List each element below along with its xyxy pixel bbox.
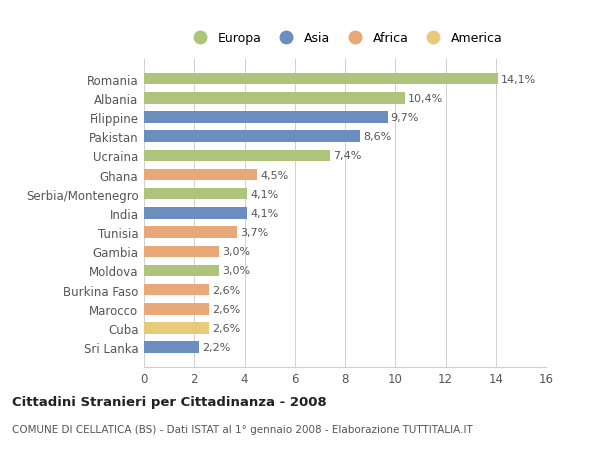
Text: 8,6%: 8,6% bbox=[363, 132, 391, 142]
Bar bbox=[144, 284, 209, 296]
Text: 2,6%: 2,6% bbox=[212, 304, 241, 314]
Text: 14,1%: 14,1% bbox=[501, 74, 536, 84]
Bar bbox=[144, 323, 209, 334]
Bar bbox=[144, 246, 220, 257]
Text: 3,0%: 3,0% bbox=[223, 266, 251, 276]
Bar bbox=[144, 207, 247, 219]
Legend: Europa, Asia, Africa, America: Europa, Asia, Africa, America bbox=[187, 32, 503, 45]
Bar bbox=[144, 169, 257, 181]
Text: Cittadini Stranieri per Cittadinanza - 2008: Cittadini Stranieri per Cittadinanza - 2… bbox=[12, 395, 327, 408]
Bar bbox=[144, 189, 247, 200]
Text: 2,6%: 2,6% bbox=[212, 285, 241, 295]
Text: 9,7%: 9,7% bbox=[391, 113, 419, 123]
Text: 10,4%: 10,4% bbox=[409, 94, 443, 104]
Bar bbox=[144, 227, 237, 238]
Bar bbox=[144, 112, 388, 123]
Text: 4,1%: 4,1% bbox=[250, 208, 278, 218]
Bar bbox=[144, 303, 209, 315]
Text: 4,5%: 4,5% bbox=[260, 170, 289, 180]
Text: 2,2%: 2,2% bbox=[202, 342, 230, 353]
Bar bbox=[144, 265, 220, 277]
Bar bbox=[144, 342, 199, 353]
Bar bbox=[144, 93, 406, 104]
Text: 2,6%: 2,6% bbox=[212, 323, 241, 333]
Text: 4,1%: 4,1% bbox=[250, 189, 278, 199]
Bar bbox=[144, 150, 330, 162]
Bar bbox=[144, 73, 498, 85]
Text: 7,4%: 7,4% bbox=[333, 151, 361, 161]
Bar bbox=[144, 131, 360, 143]
Text: 3,7%: 3,7% bbox=[240, 228, 268, 238]
Text: COMUNE DI CELLATICA (BS) - Dati ISTAT al 1° gennaio 2008 - Elaborazione TUTTITAL: COMUNE DI CELLATICA (BS) - Dati ISTAT al… bbox=[12, 425, 473, 435]
Text: 3,0%: 3,0% bbox=[223, 247, 251, 257]
